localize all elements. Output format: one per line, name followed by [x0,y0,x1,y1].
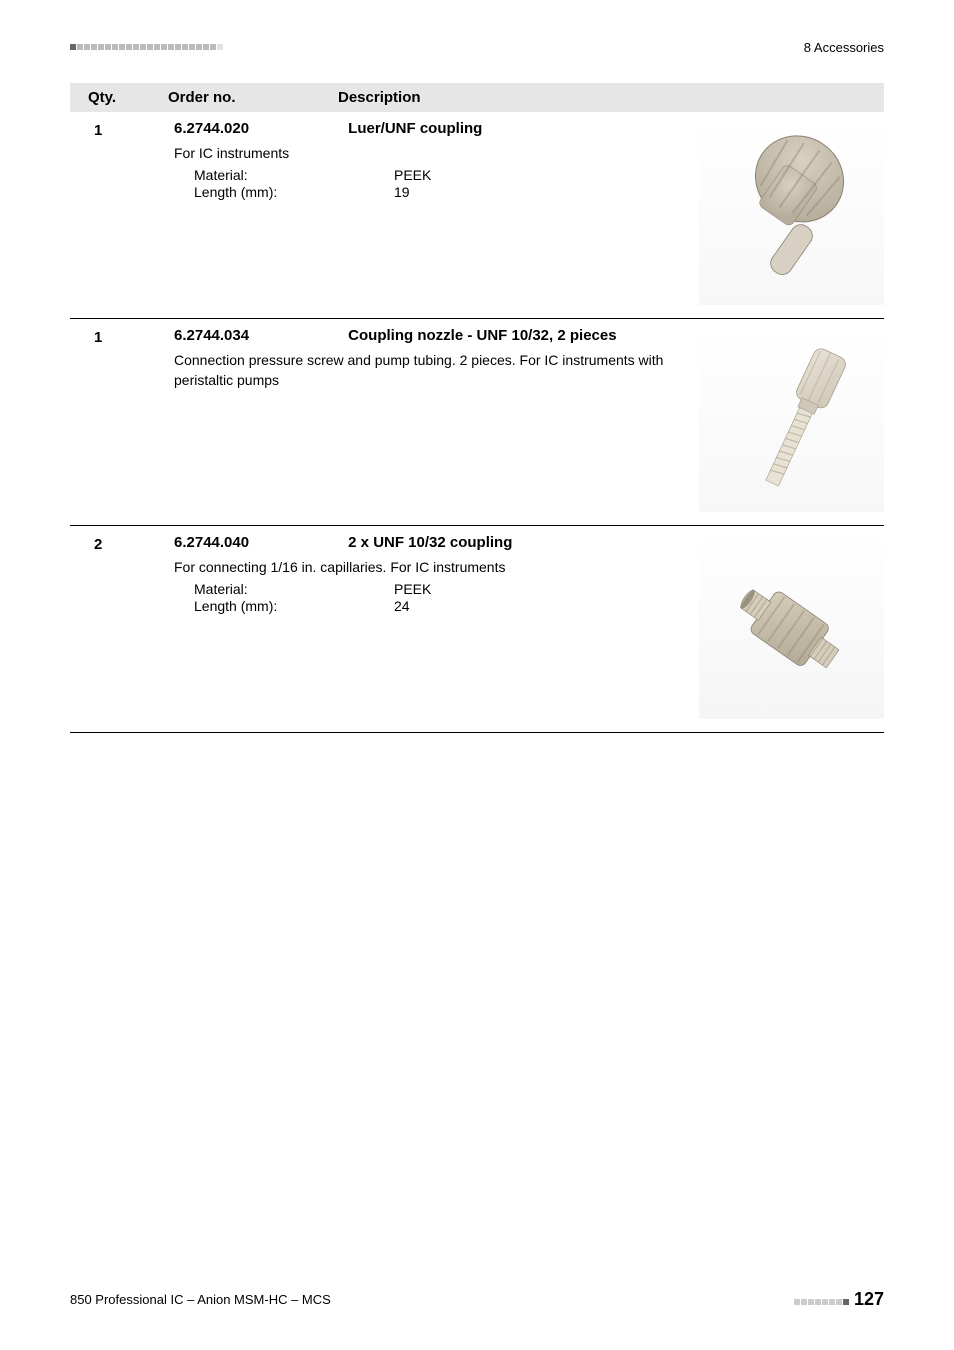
page-footer: 850 Professional IC – Anion MSM-HC – MCS… [70,1289,884,1310]
item-title-row: 6.2744.034 Coupling nozzle - UNF 10/32, … [174,327,689,344]
spec-label: Material: [174,167,394,183]
spec-value: 24 [394,598,689,614]
spec-value: PEEK [394,167,689,183]
item-title: Coupling nozzle - UNF 10/32, 2 pieces [348,327,616,344]
accessory-item: 1 6.2744.020 Luer/UNF coupling For IC in… [70,112,884,319]
spec-label: Length (mm): [174,598,394,614]
item-body: 6.2744.020 Luer/UNF coupling For IC inst… [174,120,884,305]
spec-label: Length (mm): [174,184,394,200]
item-body: 6.2744.034 Coupling nozzle - UNF 10/32, … [174,327,884,512]
chapter-label: 8 Accessories [804,40,884,55]
item-order-no: 6.2744.034 [174,327,344,344]
page-number: 127 [854,1289,884,1309]
col-header-qty: Qty. [70,89,168,106]
item-image [699,327,884,512]
item-subtitle: Connection pressure screw and pump tubin… [174,350,689,391]
item-image [699,120,884,305]
spec-row: Length (mm): 19 [174,184,689,200]
item-title-row: 6.2744.020 Luer/UNF coupling [174,120,689,137]
item-subtitle: For IC instruments [174,143,689,163]
col-header-order: Order no. [168,89,338,106]
top-bar: 8 Accessories [70,40,884,55]
footer-right: 127 [794,1289,884,1310]
item-qty: 2 [70,534,174,553]
spec-label: Material: [174,581,394,597]
footer-dashes [794,1293,850,1308]
item-title-row: 6.2744.040 2 x UNF 10/32 coupling [174,534,689,551]
col-header-desc: Description [338,89,884,106]
spec-row: Material: PEEK [174,167,689,183]
spec-value: PEEK [394,581,689,597]
page: 8 Accessories Qty. Order no. Description… [0,0,954,1350]
item-qty: 1 [70,327,174,346]
accessory-item: 1 6.2744.034 Coupling nozzle - UNF 10/32… [70,319,884,526]
spec-row: Length (mm): 24 [174,598,689,614]
header-dashes [70,42,224,53]
spec-value: 19 [394,184,689,200]
table-header: Qty. Order no. Description [70,83,884,112]
item-text: 6.2744.020 Luer/UNF coupling For IC inst… [174,120,699,305]
item-title: 2 x UNF 10/32 coupling [348,534,512,551]
item-order-no: 6.2744.020 [174,120,344,137]
item-text: 6.2744.040 2 x UNF 10/32 coupling For co… [174,534,699,719]
items-list: 1 6.2744.020 Luer/UNF coupling For IC in… [70,112,884,733]
item-qty: 1 [70,120,174,139]
spec-row: Material: PEEK [174,581,689,597]
item-title: Luer/UNF coupling [348,120,482,137]
accessory-item: 2 6.2744.040 2 x UNF 10/32 coupling For … [70,526,884,733]
item-subtitle: For connecting 1/16 in. capillaries. For… [174,557,689,577]
item-body: 6.2744.040 2 x UNF 10/32 coupling For co… [174,534,884,719]
item-image [699,534,884,719]
item-text: 6.2744.034 Coupling nozzle - UNF 10/32, … [174,327,699,512]
item-order-no: 6.2744.040 [174,534,344,551]
footer-left: 850 Professional IC – Anion MSM-HC – MCS [70,1292,331,1307]
